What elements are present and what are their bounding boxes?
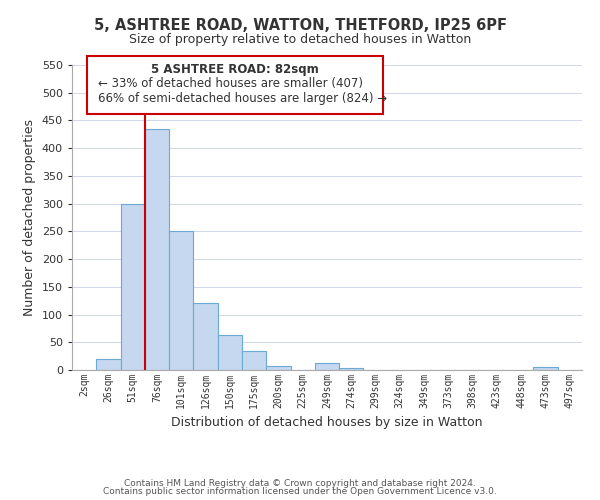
FancyBboxPatch shape — [88, 56, 383, 114]
X-axis label: Distribution of detached houses by size in Watton: Distribution of detached houses by size … — [171, 416, 483, 430]
Text: Size of property relative to detached houses in Watton: Size of property relative to detached ho… — [129, 32, 471, 46]
Text: 66% of semi-detached houses are larger (824) →: 66% of semi-detached houses are larger (… — [97, 92, 386, 106]
Bar — [339, 368, 364, 370]
Bar — [533, 367, 558, 370]
Y-axis label: Number of detached properties: Number of detached properties — [23, 119, 36, 316]
Text: 5, ASHTREE ROAD, WATTON, THETFORD, IP25 6PF: 5, ASHTREE ROAD, WATTON, THETFORD, IP25 … — [94, 18, 506, 32]
Text: Contains public sector information licensed under the Open Government Licence v3: Contains public sector information licen… — [103, 487, 497, 496]
Bar — [96, 359, 121, 370]
Text: Contains HM Land Registry data © Crown copyright and database right 2024.: Contains HM Land Registry data © Crown c… — [124, 478, 476, 488]
Bar — [242, 350, 266, 370]
Bar — [169, 232, 193, 370]
Bar — [121, 204, 145, 370]
Text: 5 ASHTREE ROAD: 82sqm: 5 ASHTREE ROAD: 82sqm — [151, 64, 319, 76]
Bar — [315, 364, 339, 370]
Bar — [218, 335, 242, 370]
Bar — [145, 129, 169, 370]
Text: ← 33% of detached houses are smaller (407): ← 33% of detached houses are smaller (40… — [97, 77, 362, 90]
Bar — [266, 366, 290, 370]
Bar — [193, 304, 218, 370]
